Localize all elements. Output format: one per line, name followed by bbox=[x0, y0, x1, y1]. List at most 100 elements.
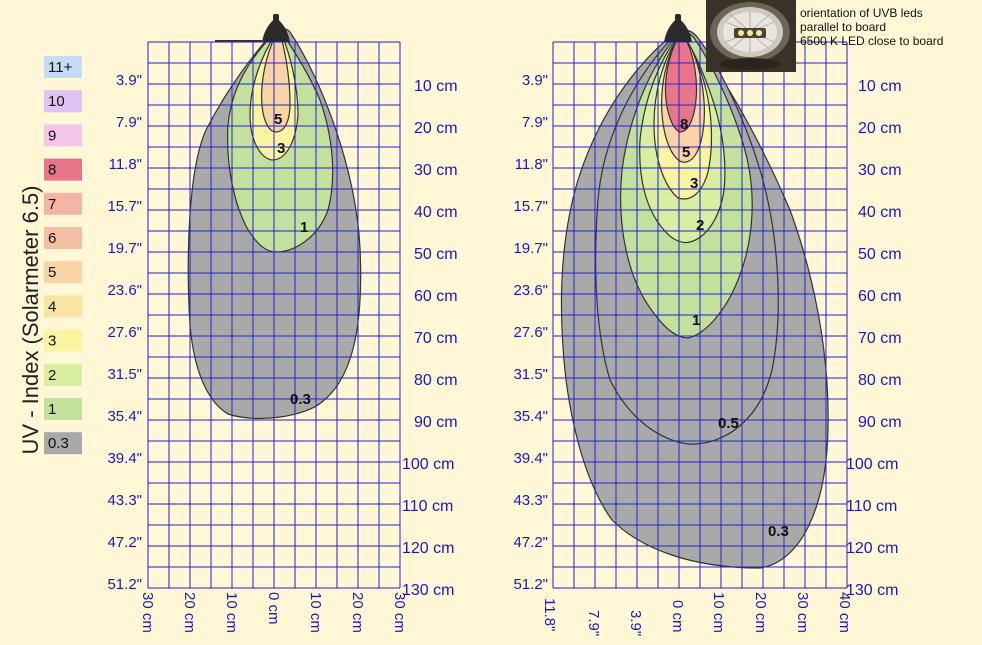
right-bottom-label: 40 cm bbox=[836, 592, 853, 633]
right-inch-labels: 3.9" 7.9" 11.8" 15.7" 19.7" 23.6" 27.6" … bbox=[513, 72, 548, 593]
right-contour-label: 0.3 bbox=[768, 523, 789, 540]
right-cm-label: 40 cm bbox=[858, 204, 902, 221]
left-lamp-icon bbox=[215, 14, 290, 42]
right-inch-label: 23.6" bbox=[513, 282, 548, 299]
legend-swatch bbox=[44, 398, 82, 420]
left-cm-label: 50 cm bbox=[414, 246, 458, 263]
legend-swatch bbox=[44, 295, 82, 318]
legend-label: 8 bbox=[48, 162, 56, 179]
legend-swatch bbox=[44, 124, 82, 147]
left-cm-label: 110 cm bbox=[402, 498, 453, 515]
left-inch-label: 47.2" bbox=[107, 534, 142, 551]
chart-right: 3.9" 7.9" 11.8" 15.7" 19.7" 23.6" 27.6" … bbox=[513, 14, 902, 636]
photo-caption-line: orientation of UVB leds bbox=[800, 6, 923, 20]
left-cm-labels: 10 cm 20 cm 30 cm 40 cm 50 cm 60 cm 70 c… bbox=[402, 78, 458, 599]
left-inch-label: 15.7" bbox=[107, 198, 142, 215]
right-contours bbox=[560, 29, 829, 569]
right-cm-label: 50 cm bbox=[858, 246, 902, 263]
left-bottom-labels: 30 cm 20 cm 10 cm 0 cm 10 cm 20 cm 30 cm bbox=[139, 592, 408, 633]
legend-label: 4 bbox=[48, 298, 56, 315]
right-contour-label: 0.5 bbox=[718, 415, 739, 432]
right-contour-label: 2 bbox=[696, 217, 704, 234]
legend-swatch bbox=[44, 432, 82, 455]
legend-label: 9 bbox=[48, 127, 56, 144]
right-bottom-label: 20 cm bbox=[752, 592, 769, 633]
left-cm-label: 20 cm bbox=[414, 120, 458, 137]
right-inch-label: 39.4" bbox=[513, 450, 548, 467]
legend-swatch bbox=[44, 363, 82, 386]
right-inch-label: 51.2" bbox=[513, 576, 548, 593]
right-inch-label: 35.4" bbox=[513, 408, 548, 425]
left-cm-label: 10 cm bbox=[414, 78, 458, 95]
right-cm-label: 10 cm bbox=[858, 78, 902, 95]
right-bottom-labels: 11.8" 7.9" 3.9" 0 cm 10 cm 20 cm 30 cm 4… bbox=[541, 592, 853, 636]
right-inch-label: 27.6" bbox=[513, 324, 548, 341]
left-contour-label: 0.3 bbox=[290, 391, 311, 408]
right-cm-label: 30 cm bbox=[858, 162, 902, 179]
left-inch-label: 11.8" bbox=[109, 156, 142, 173]
right-bottom-label: 0 cm bbox=[669, 600, 686, 633]
left-inch-label: 43.3" bbox=[107, 492, 142, 509]
legend-swatch bbox=[44, 261, 82, 284]
left-cm-label: 120 cm bbox=[402, 540, 454, 557]
left-cm-label: 60 cm bbox=[414, 288, 458, 305]
right-cm-label: 80 cm bbox=[858, 372, 902, 389]
right-inch-label: 7.9" bbox=[522, 114, 548, 131]
legend-label: 5 bbox=[48, 264, 56, 281]
right-inch-label: 31.5" bbox=[513, 366, 548, 383]
left-bottom-label: 30 cm bbox=[139, 592, 156, 633]
right-lamp-icon bbox=[664, 14, 692, 42]
left-cm-label: 70 cm bbox=[414, 330, 458, 347]
chart-left: 3.9" 7.9" 11.8" 15.7" 19.7" 23.6" 27.6" … bbox=[107, 14, 458, 633]
right-contour-labels: 8 5 3 2 1 0.5 0.3 bbox=[680, 116, 789, 540]
right-inch-label: 19.7" bbox=[513, 240, 548, 257]
right-cm-label: 110 cm bbox=[846, 498, 897, 515]
right-contour-label: 5 bbox=[682, 144, 690, 161]
left-bottom-label: 0 cm bbox=[265, 592, 282, 625]
left-inch-label: 7.9" bbox=[116, 114, 142, 131]
right-cm-label: 20 cm bbox=[858, 120, 902, 137]
photo-caption-line: 6500 K LED close to board bbox=[800, 34, 943, 48]
right-bottom-label: 11.8" bbox=[541, 598, 558, 631]
photo-caption: orientation of UVB leds parallel to boar… bbox=[800, 6, 943, 48]
legend-swatch bbox=[44, 192, 82, 215]
legend-label: 6 bbox=[48, 230, 56, 247]
legend-swatch bbox=[44, 329, 82, 352]
legend-label: 2 bbox=[48, 367, 56, 384]
left-contour-label: 3 bbox=[277, 140, 285, 157]
legend-items: 11+ 10 9 8 7 6 5 4 3 2 1 0.3 bbox=[44, 56, 82, 455]
legend-label: 11+ bbox=[48, 59, 73, 76]
right-contour-label: 3 bbox=[690, 175, 698, 192]
left-bottom-label: 20 cm bbox=[349, 592, 366, 633]
right-grid bbox=[552, 41, 848, 589]
left-inch-labels: 3.9" 7.9" 11.8" 15.7" 19.7" 23.6" 27.6" … bbox=[107, 72, 142, 593]
right-bottom-label: 30 cm bbox=[794, 592, 811, 633]
left-inch-label: 3.9" bbox=[116, 72, 142, 89]
legend-label: 0.3 bbox=[48, 435, 69, 452]
left-inch-label: 51.2" bbox=[107, 576, 142, 593]
legend-swatch bbox=[44, 158, 82, 181]
right-cm-labels: 10 cm 20 cm 30 cm 40 cm 50 cm 60 cm 70 c… bbox=[846, 78, 902, 599]
left-inch-label: 35.4" bbox=[107, 408, 142, 425]
right-cm-label: 130 cm bbox=[846, 582, 898, 599]
left-cm-label: 90 cm bbox=[414, 414, 458, 431]
left-inch-label: 23.6" bbox=[107, 282, 142, 299]
left-cm-label: 130 cm bbox=[402, 582, 454, 599]
legend-label: 3 bbox=[48, 333, 56, 350]
right-bottom-label: 3.9" bbox=[627, 610, 644, 636]
legend-label: 1 bbox=[48, 401, 56, 418]
right-cm-label: 60 cm bbox=[858, 288, 902, 305]
right-cm-label: 120 cm bbox=[846, 540, 898, 557]
left-cm-label: 40 cm bbox=[414, 204, 458, 221]
photo-caption-line: parallel to board bbox=[800, 20, 886, 34]
left-bottom-label: 20 cm bbox=[181, 592, 198, 633]
legend: UV - Index (Solarmeter 6.5) 11+ 10 9 8 7 6 5 4 3… bbox=[18, 56, 82, 454]
legend-label: 7 bbox=[48, 196, 56, 213]
right-bottom-label: 7.9" bbox=[585, 610, 602, 636]
left-cm-label: 100 cm bbox=[402, 456, 454, 473]
left-contour-labels: 5 3 1 0.3 bbox=[274, 111, 311, 408]
right-inch-label: 11.8" bbox=[515, 156, 548, 173]
legend-swatch bbox=[44, 227, 82, 249]
